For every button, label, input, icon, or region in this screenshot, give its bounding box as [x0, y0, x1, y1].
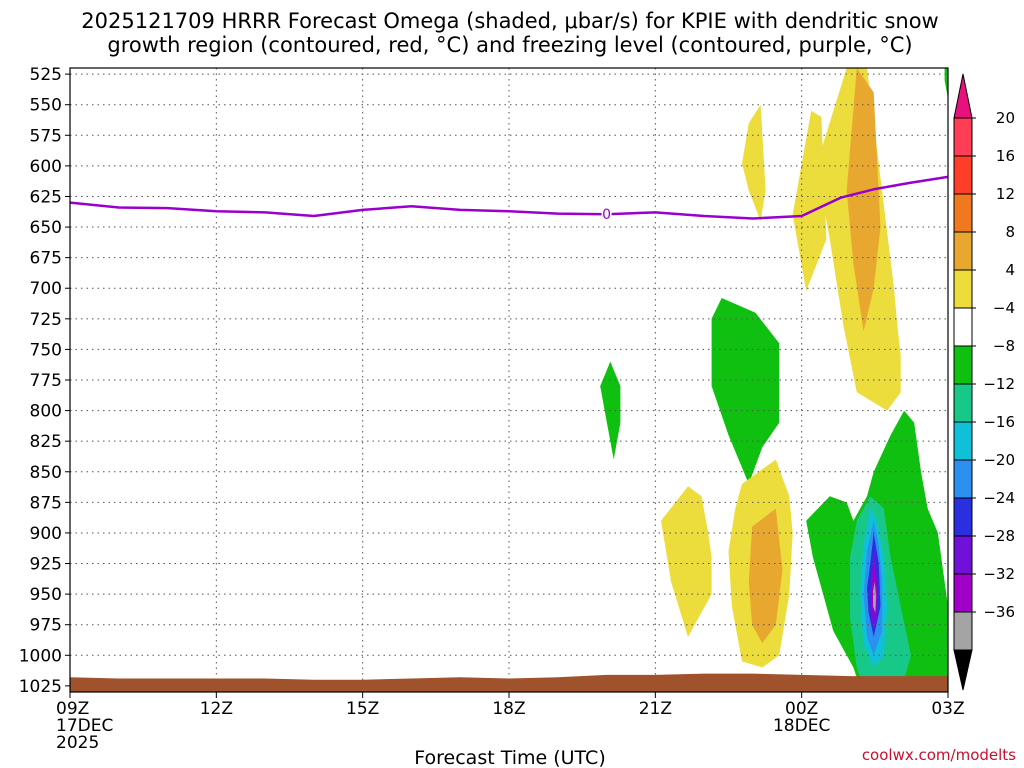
- y-tick-label-1000: 1000: [19, 646, 62, 666]
- colorbar-label-1: 16: [996, 147, 1015, 165]
- colorbar-label-10: −24: [983, 489, 1015, 507]
- omega-region-3: [742, 104, 766, 221]
- colorbar-box-8: [953, 421, 973, 461]
- freezing-level-label: 0: [602, 207, 611, 223]
- colorbar-label-8: −16: [983, 413, 1015, 431]
- colorbar-label-11: −28: [983, 527, 1015, 545]
- x-tick-label-6-0: 15Z: [346, 699, 379, 719]
- colorbar-label-4: 4: [1005, 261, 1015, 279]
- colorbar-box-4: [953, 269, 973, 309]
- colorbar-box-0: [953, 117, 973, 157]
- y-tick-label-600: 600: [30, 157, 62, 177]
- x-tick-label-15-1: 18DEC: [773, 716, 830, 736]
- omega-region-4: [711, 298, 780, 484]
- colorbar-box-3: [953, 231, 973, 271]
- y-tick-label-925: 925: [30, 555, 62, 575]
- y-tick-label-825: 825: [30, 432, 62, 452]
- colorbar-under-triangle: [953, 649, 973, 691]
- colorbar: 20 16 12 8 4 −4 −8 −12 −16 −20 −24 −28 −32 −36: [953, 73, 1015, 691]
- colorbar-box-5: [953, 307, 973, 347]
- omega-region-17: [944, 68, 948, 99]
- omega-region-16: [873, 581, 877, 613]
- y-tick-label-800: 800: [30, 402, 62, 422]
- terrain-fill: [70, 673, 948, 692]
- colorbar-label-13: −36: [983, 603, 1015, 621]
- x-tick-label-18-0: 03Z: [931, 699, 964, 719]
- colorbar-label-0: 20: [996, 109, 1015, 127]
- x-tick-label-9-0: 18Z: [492, 699, 525, 719]
- y-tick-label-1025: 1025: [19, 677, 62, 697]
- colorbar-box-11: [953, 535, 973, 575]
- x-axis-label: Forecast Time (UTC): [414, 747, 605, 768]
- y-tick-label-850: 850: [30, 463, 62, 483]
- y-tick-label-950: 950: [30, 585, 62, 605]
- y-tick-label-700: 700: [30, 279, 62, 299]
- colorbar-label-9: −20: [983, 451, 1015, 469]
- y-tick-label-975: 975: [30, 616, 62, 636]
- colorbar-box-6: [953, 345, 973, 385]
- omega-region-2: [792, 110, 827, 291]
- y-tick-label-650: 650: [30, 218, 62, 238]
- colorbar-label-3: 8: [1005, 223, 1015, 241]
- omega-region-6: [661, 486, 712, 637]
- colorbar-box-10: [953, 497, 973, 537]
- colorbar-box-12: [953, 573, 973, 613]
- chart-title-line-1: 2025121709 HRRR Forecast Omega (shaded, …: [81, 9, 938, 33]
- y-tick-label-900: 900: [30, 524, 62, 544]
- y-tick-label-750: 750: [30, 340, 62, 360]
- y-tick-label-775: 775: [30, 371, 62, 391]
- y-tick-label-675: 675: [30, 249, 62, 269]
- x-tick-label-15-0: 00Z: [785, 699, 818, 719]
- chart-title-line-2: growth region (contoured, red, °C) and f…: [107, 33, 912, 57]
- colorbar-over-triangle: [953, 73, 973, 119]
- colorbar-box-7: [953, 383, 973, 423]
- freezing-level-layer: 0: [70, 175, 948, 223]
- colorbar-box-1: [953, 155, 973, 195]
- colorbar-label-12: −32: [983, 565, 1015, 583]
- y-tick-label-875: 875: [30, 493, 62, 513]
- y-tick-label-525: 525: [30, 65, 62, 85]
- colorbar-box-13: [953, 611, 973, 651]
- colorbar-label-7: −12: [983, 375, 1015, 393]
- x-tick-label-3-0: 12Z: [200, 699, 233, 719]
- colorbar-box-9: [953, 459, 973, 499]
- y-tick-label-725: 725: [30, 310, 62, 330]
- colorbar-box-2: [953, 193, 973, 233]
- x-tick-label-12-0: 21Z: [639, 699, 672, 719]
- y-tick-label-550: 550: [30, 96, 62, 116]
- colorbar-label-2: 12: [996, 185, 1015, 203]
- y-tick-label-575: 575: [30, 126, 62, 146]
- omega-shading-layer: [600, 68, 948, 692]
- y-tick-label-625: 625: [30, 187, 62, 207]
- credit-text: coolwx.com/modelts: [862, 746, 1016, 764]
- y-axis: 525 550 575 600 625 650 675 700 725 750 775 800 825 8…: [19, 65, 70, 697]
- omega-region-8: [748, 508, 783, 644]
- x-tick-label-0-1: 17DEC: [56, 716, 113, 736]
- colorbar-label-5: −4: [993, 299, 1015, 317]
- x-tick-label-0-2: 2025: [56, 733, 99, 753]
- grid-layer: [70, 68, 948, 692]
- freezing-level-line: [70, 175, 948, 220]
- colorbar-label-6: −8: [993, 337, 1015, 355]
- freezing-label-bg: [601, 206, 612, 223]
- x-tick-label-0-0: 09Z: [56, 699, 89, 719]
- omega-region-1: [846, 68, 881, 332]
- terrain-layer: [70, 673, 948, 692]
